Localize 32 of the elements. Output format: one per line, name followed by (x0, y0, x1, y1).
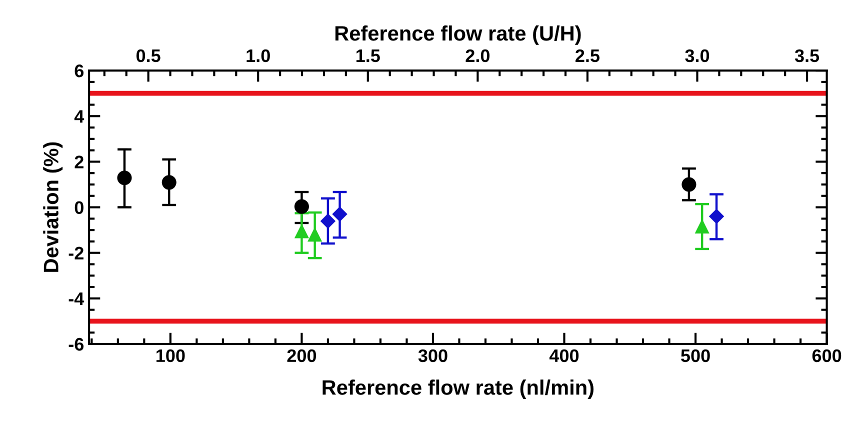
x2-tick-label: 2.0 (466, 49, 490, 62)
y-tick-label: 0 (74, 201, 84, 214)
point (294, 224, 309, 238)
point (117, 170, 132, 186)
y-tick-label: -6 (68, 338, 84, 351)
x-tick-label: 600 (812, 349, 842, 362)
point (320, 214, 336, 229)
x-tick-label: 200 (287, 349, 316, 362)
point (162, 175, 176, 190)
y-tick-label: -4 (68, 292, 84, 305)
x2-tick-label: 3.0 (685, 49, 710, 62)
x2-tick-label: 2.5 (576, 49, 600, 62)
y-tick-label: -2 (68, 246, 84, 260)
y-tick-label: 2 (74, 156, 84, 168)
point (308, 227, 322, 242)
x-axis-title: Reference flow rate (nl/min) (322, 380, 594, 399)
x-tick-label: 300 (418, 349, 448, 362)
point (682, 177, 696, 192)
y-tick-label: 4 (74, 110, 84, 123)
point (332, 206, 348, 222)
y-tick-label: 6 (74, 64, 84, 78)
x-tick-label: 500 (681, 349, 710, 362)
x2-axis-title: Reference flow rate (U/H) (335, 25, 581, 45)
x2-tick-label: 0.5 (136, 49, 160, 62)
x-tick-label: 100 (156, 349, 185, 362)
point (708, 208, 724, 224)
x2-tick-label: 1.5 (356, 50, 380, 62)
point (694, 218, 710, 234)
x2-tick-label: 1.0 (246, 49, 270, 62)
x-tick-label: 400 (549, 349, 579, 362)
y-axis-title: Deviation (%) (43, 142, 63, 272)
x2-tick-label: 3.5 (794, 49, 820, 62)
